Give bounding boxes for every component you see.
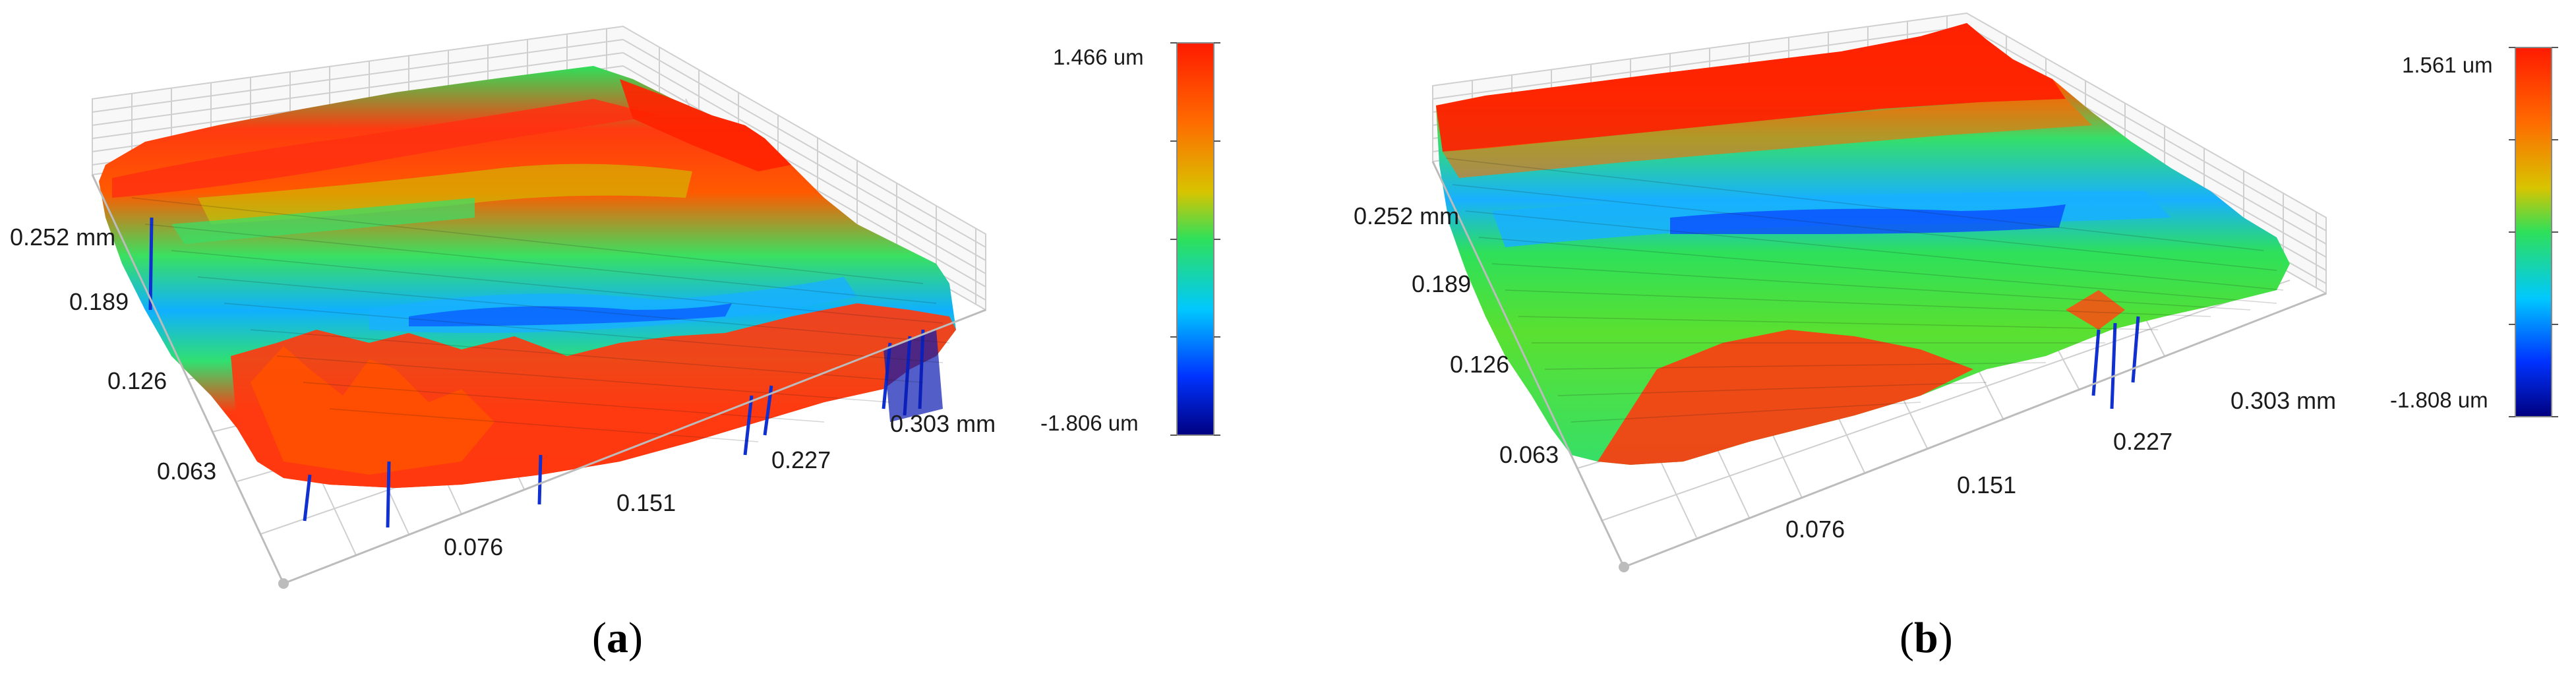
colorbar-a: 1.466 um -1.806 um: [1040, 42, 1220, 436]
x-tick-label: 0.151: [1957, 471, 2016, 498]
y-tick-label: 0.189: [1412, 270, 1471, 297]
y-tick-label: 0.063: [1499, 441, 1559, 468]
colorbar-max-label: 1.561 um: [2402, 53, 2493, 77]
x-tick-label: 0.303 mm: [2231, 387, 2336, 414]
x-tick-label: 0.151: [616, 489, 676, 516]
axis-origin: [1619, 562, 1629, 572]
axis-origin: [278, 578, 289, 589]
caption-b: (b): [1900, 614, 1953, 662]
y-tick-label: 0.126: [1450, 351, 1509, 378]
colorbar-b: 1.561 um -1.808 um: [2390, 47, 2558, 417]
y-tick-label: 0.252 mm: [1354, 202, 1459, 229]
height-surface-a: [99, 66, 956, 528]
x-tick-label: 0.076: [444, 533, 503, 560]
colorbar-min-label: -1.808 um: [2390, 388, 2488, 412]
x-tick-label: 0.227: [771, 446, 831, 473]
x-tick-label: 0.303 mm: [890, 410, 996, 437]
x-tick-label: 0.227: [2113, 428, 2172, 455]
panel-a: 0.252 mm 0.189 0.126 0.063 0.076 0.151 0…: [10, 25, 1220, 662]
caption-a: (a): [592, 614, 643, 662]
y-tick-label: 0.252 mm: [10, 224, 115, 251]
surface-plot-a: 0.252 mm 0.189 0.126 0.063 0.076 0.151 0…: [10, 25, 1220, 589]
colorbar-max-label: 1.466 um: [1053, 45, 1144, 69]
y-tick-label: 0.189: [69, 288, 129, 315]
y-tick-label: 0.063: [157, 458, 216, 485]
x-tick-label: 0.076: [1785, 516, 1845, 543]
y-tick-label: 0.126: [107, 367, 167, 394]
colorbar-min-label: -1.806 um: [1040, 411, 1139, 435]
height-surface-b: [1436, 23, 2290, 465]
panel-b: 0.252 mm 0.189 0.126 0.063 0.076 0.151 0…: [1288, 0, 2575, 691]
surface-plot-b: 0.252 mm 0.189 0.126 0.063 0.076 0.151 0…: [1354, 12, 2558, 572]
